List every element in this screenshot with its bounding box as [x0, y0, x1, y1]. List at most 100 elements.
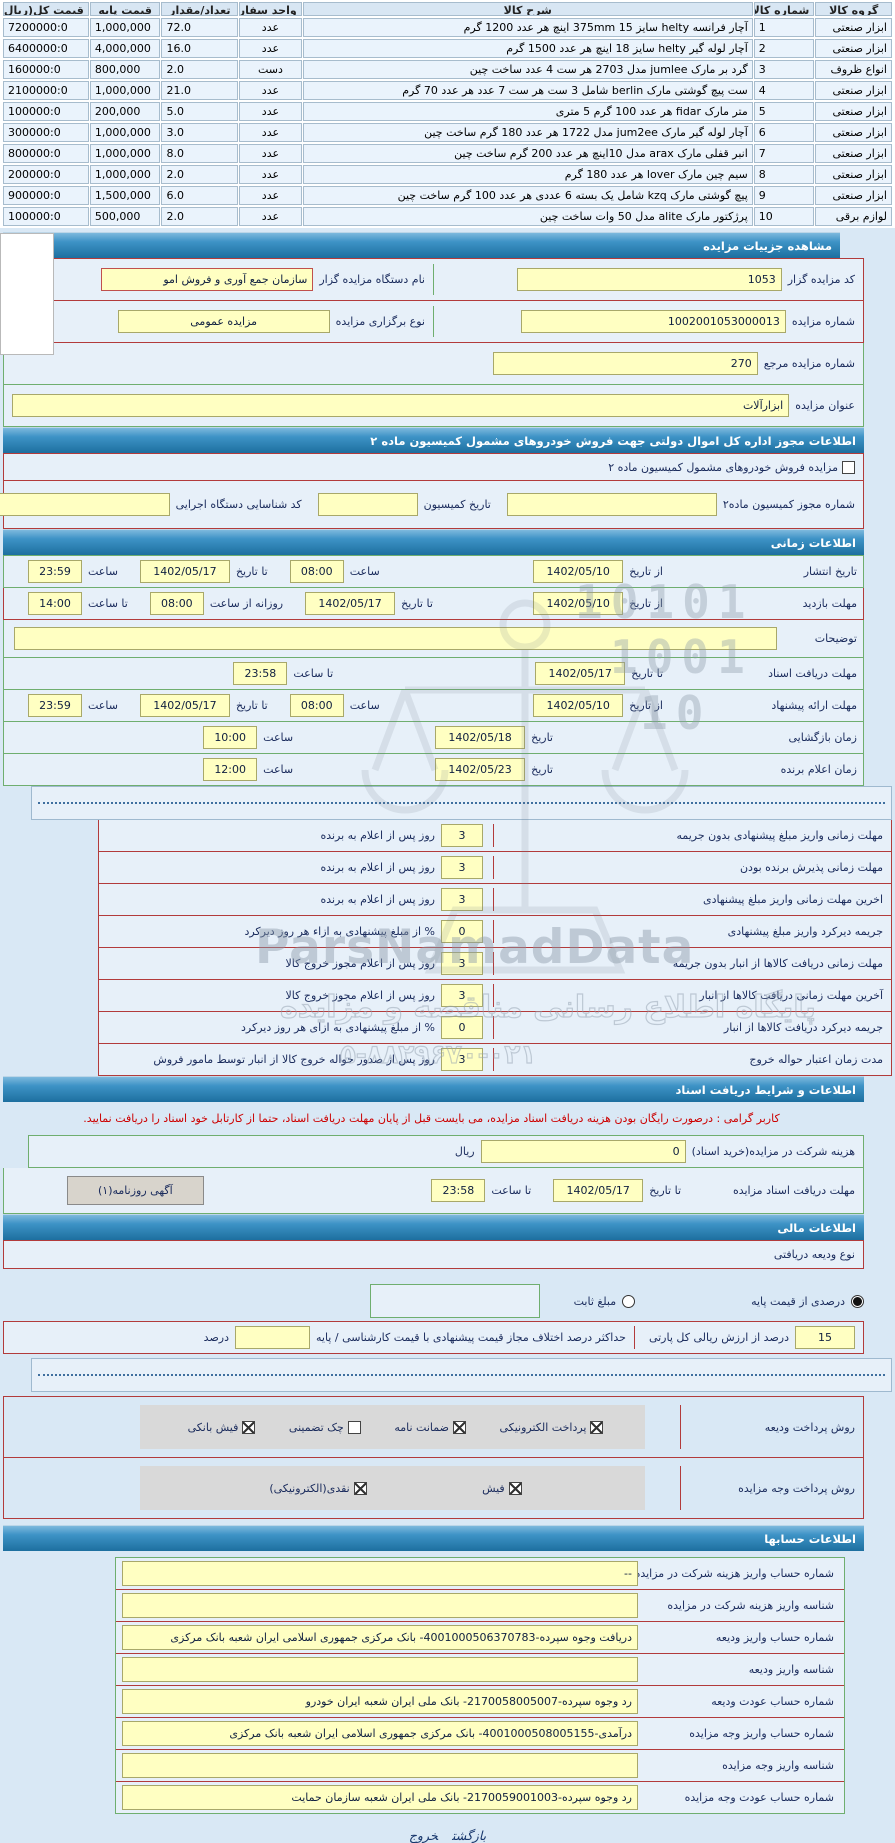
notes-input[interactable]: [14, 627, 777, 650]
divider: [633, 1326, 635, 1349]
auctioneer-code-input[interactable]: [516, 268, 782, 291]
agency-code-input[interactable]: [0, 493, 170, 516]
account-value-input[interactable]: [122, 1561, 638, 1586]
account-label: شناسه واریز ودیعه: [748, 1663, 834, 1676]
docs-receive-to-time-input[interactable]: [431, 1179, 486, 1202]
auction-title-input[interactable]: [12, 394, 790, 417]
deadline-label: جریمه دیرکرد واریز مبلغ پیشنهادی: [727, 925, 883, 938]
product-total-price: 6400000:0: [3, 39, 89, 58]
deadline-value-input[interactable]: [441, 1048, 483, 1071]
winner-date-input[interactable]: [435, 758, 526, 781]
payment-method-checkbox[interactable]: [242, 1420, 256, 1434]
article2-checkbox[interactable]: [842, 460, 855, 474]
permit-number-input[interactable]: [506, 493, 717, 516]
deadline-row: جریمه دیرکرد واریز مبلغ پیشنهادی % از مب…: [98, 916, 892, 948]
product-desc: پرژکتور مارک alite مدل 50 وات ساخت چین: [302, 207, 753, 226]
details-box: کد مزایده گزار نام دستگاه مزایده گزار شم…: [3, 258, 864, 427]
offer-from-date-input[interactable]: [533, 694, 624, 717]
ref-number-input[interactable]: [492, 352, 758, 375]
deadline-value-input[interactable]: [441, 1016, 483, 1039]
commission-date-input[interactable]: [317, 493, 418, 516]
product-unit: عدد: [239, 39, 302, 58]
auction-type-input[interactable]: [117, 310, 330, 333]
account-value-input[interactable]: [122, 1593, 638, 1618]
account-row: شماره حساب عودت ودیعه: [116, 1686, 844, 1718]
payment-method-checkbox[interactable]: [347, 1420, 361, 1434]
row-publish-date: تاریخ انتشار از تاریخ ساعت تا تاریخ ساعت: [3, 556, 864, 588]
product-base-price: 800,000: [89, 60, 161, 79]
visit-from-date-input[interactable]: [533, 592, 624, 615]
deadline-value-input[interactable]: [441, 952, 483, 975]
header-desc: شرح کالا: [302, 2, 753, 16]
from-date-label: از تاریخ: [629, 699, 663, 712]
visit-daily-to-input[interactable]: [28, 592, 82, 615]
deadline-label: مهلت زمانی دریافت کالاها از انبار بدون ج…: [672, 957, 883, 970]
deadline-value-input[interactable]: [441, 984, 483, 1007]
offer-to-time-input[interactable]: [28, 694, 82, 717]
account-value-input[interactable]: [122, 1753, 638, 1778]
product-row: ابزار صنعتی 5 متر مارک fidar هر عدد 100 …: [3, 102, 892, 121]
product-total-price: 100000:0: [3, 207, 89, 226]
visit-daily-from-input[interactable]: [149, 592, 204, 615]
winner-time-input[interactable]: [203, 758, 258, 781]
product-desc: ست پیچ گوشتی مارک berlin شامل 3 ست هر ست…: [302, 81, 753, 100]
docs-to-date-input[interactable]: [535, 662, 626, 685]
newspaper-ad-button[interactable]: آگهی روزنامه(۱): [67, 1176, 204, 1205]
product-base-price: 1,500,000: [89, 186, 161, 205]
payment-method-checkbox[interactable]: [508, 1481, 522, 1495]
product-unit: عدد: [239, 102, 302, 121]
account-value-input[interactable]: [122, 1785, 638, 1810]
exit-link[interactable]: خروج: [408, 1828, 438, 1843]
deadline-value-input[interactable]: [441, 824, 483, 847]
to-date-label: تا تاریخ: [235, 699, 268, 712]
payment-method-checkbox[interactable]: [353, 1481, 367, 1495]
fixed-amount-radio[interactable]: [622, 1294, 636, 1308]
offer-to-date-input[interactable]: [139, 694, 230, 717]
product-base-price: 200,000: [89, 102, 161, 121]
visit-to-date-input[interactable]: [305, 592, 396, 615]
deadline-suffix: روز پس از صدور حواله خروج کالا از انبار …: [153, 1053, 435, 1066]
offer-from-time-input[interactable]: [289, 694, 344, 717]
deadline-row: آخرین مهلت زمانی دریافت کالاها از انبار …: [98, 980, 892, 1012]
row-notes: توضیحات: [3, 620, 864, 658]
docs-notice: کاربر گرامی : درصورت رایگان بودن هزینه د…: [83, 1112, 780, 1125]
commission-date-label: تاریخ کمیسیون: [423, 498, 491, 511]
deposit-percent-input[interactable]: [795, 1326, 855, 1349]
section-bar-timing: اطلاعات زمانی: [3, 529, 864, 555]
account-value-input[interactable]: [122, 1625, 638, 1650]
percent-of-base-radio[interactable]: [851, 1294, 864, 1308]
docs-to-time-input[interactable]: [233, 662, 288, 685]
payment-method-checkbox[interactable]: [590, 1420, 604, 1434]
opening-time-input[interactable]: [203, 726, 258, 749]
account-value-input[interactable]: [122, 1721, 638, 1746]
participation-fee-input[interactable]: [480, 1140, 686, 1163]
account-value-input[interactable]: [122, 1657, 638, 1682]
opening-date-input[interactable]: [435, 726, 526, 749]
publish-from-time-input[interactable]: [289, 560, 344, 583]
product-desc: انبر قفلی مارک arax مدل 10اینچ هر عدد 20…: [302, 144, 753, 163]
permit-box: مزایده فروش خودروهای مشمول کمیسیون ماده …: [0, 453, 864, 529]
payment-method-checkbox[interactable]: [452, 1420, 466, 1434]
publish-to-time-input[interactable]: [28, 560, 82, 583]
back-link[interactable]: بازگشت: [451, 1828, 487, 1843]
auction-number-input[interactable]: [520, 310, 786, 333]
deadline-value-input[interactable]: [441, 856, 483, 879]
payment-method-item: فیش بانکی: [182, 1420, 256, 1434]
section-bar-docs: اطلاعات و شرایط دریافت اسناد: [3, 1076, 864, 1102]
docs-receive-to-date-input[interactable]: [553, 1179, 644, 1202]
account-row: شماره حساب واریز ودیعه: [116, 1622, 844, 1654]
permit-number-label: شماره مجوز کمیسیون ماده۲: [722, 498, 855, 511]
product-group: ابزار صنعتی: [815, 144, 892, 163]
deadline-value-input[interactable]: [441, 920, 483, 943]
max-diff-input[interactable]: [235, 1326, 310, 1349]
product-ref: 2: [753, 39, 815, 58]
account-value-input[interactable]: [122, 1689, 638, 1714]
publish-to-date-input[interactable]: [139, 560, 230, 583]
percent-unit-label: درصد: [203, 1331, 229, 1344]
deadline-value-input[interactable]: [441, 888, 483, 911]
hour-label: ساعت: [263, 731, 294, 744]
notes-label: توضیحات: [814, 632, 857, 645]
product-base-price: 1,000,000: [89, 144, 161, 163]
publish-from-date-input[interactable]: [533, 560, 624, 583]
auctioneer-name-input[interactable]: [101, 268, 314, 291]
